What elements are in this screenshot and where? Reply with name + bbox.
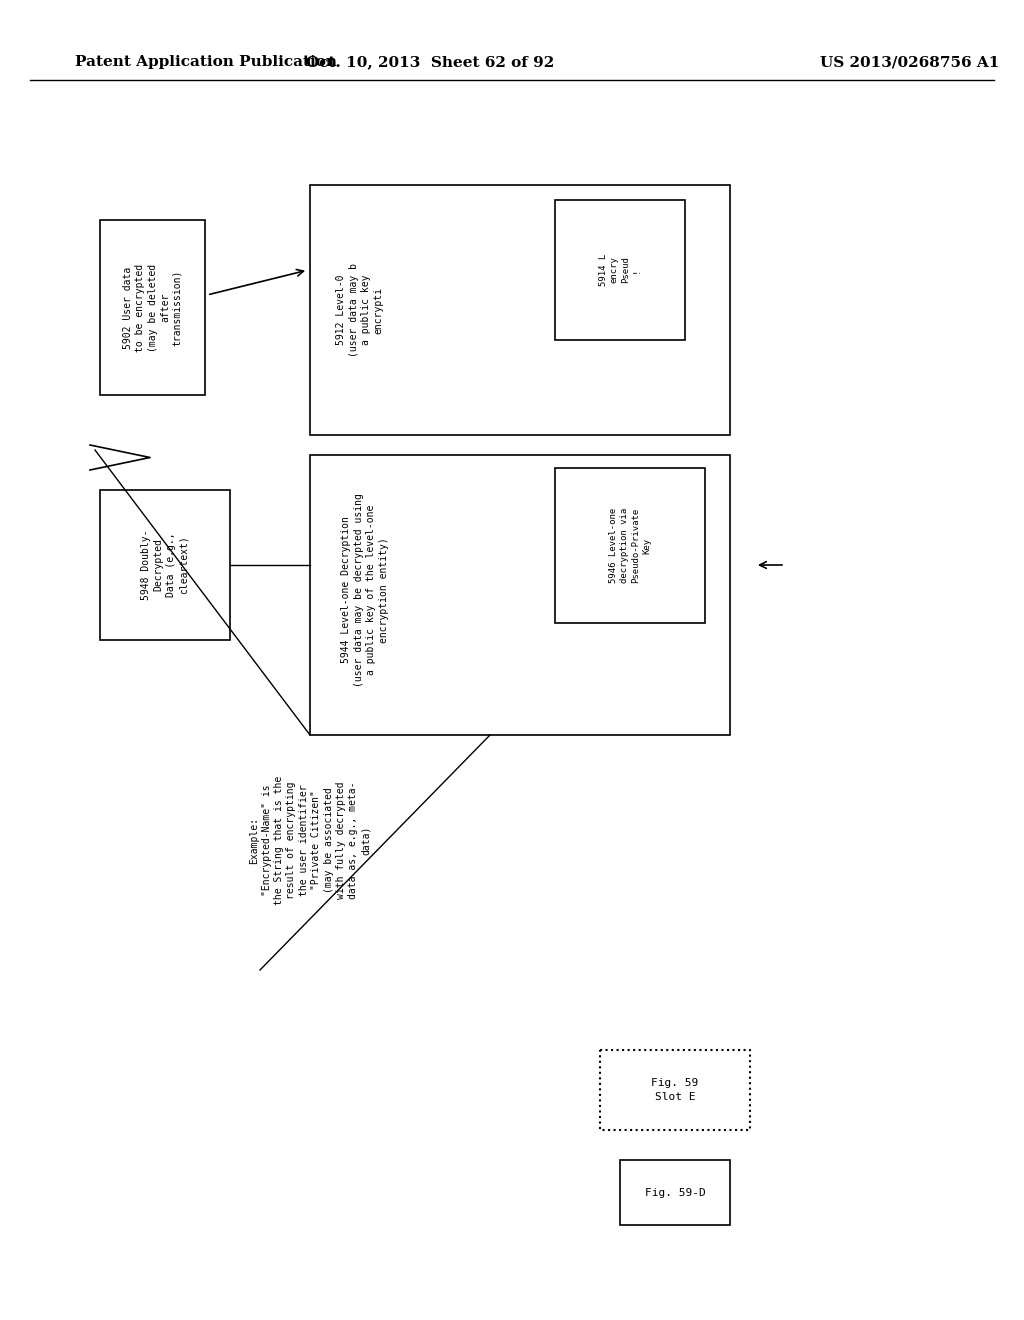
Text: 5912 Level-0
(user data may b
a public key
encrypti: 5912 Level-0 (user data may b a public k… [337, 263, 384, 356]
Text: Fig. 59
Slot E: Fig. 59 Slot E [651, 1078, 698, 1102]
Text: 5914 L
encry
Pseud
!: 5914 L encry Pseud ! [599, 253, 641, 286]
Bar [310, 185, 730, 436]
Bar [555, 469, 705, 623]
Text: Oct. 10, 2013  Sheet 62 of 92: Oct. 10, 2013 Sheet 62 of 92 [306, 55, 554, 69]
Text: 5902 User data
to be encrypted
(may be deleted
after
transmission): 5902 User data to be encrypted (may be d… [123, 264, 182, 351]
Bar [620, 1160, 730, 1225]
Text: 5948 Doubly-
Decrypted
Data (e.g.,
cleartext): 5948 Doubly- Decrypted Data (e.g., clear… [141, 529, 188, 601]
Text: Patent Application Publication: Patent Application Publication [75, 55, 337, 69]
Bar [100, 490, 230, 640]
Bar [600, 1049, 750, 1130]
Bar [100, 220, 205, 395]
Bar [555, 201, 685, 341]
Text: 5946 Level-one
decryption via
Pseudo-Private
Key: 5946 Level-one decryption via Pseudo-Pri… [609, 508, 651, 583]
Bar [310, 455, 730, 735]
Text: Fig. 59-D: Fig. 59-D [645, 1188, 706, 1197]
Text: Example:
"Encrypted-Name" is
the String that is the
result of encrypting
the use: Example: "Encrypted-Name" is the String … [249, 775, 371, 904]
Text: 5944 Level-one Decryption
(user data may be decrypted using
a public key of the : 5944 Level-one Decryption (user data may… [341, 494, 388, 686]
Text: US 2013/0268756 A1: US 2013/0268756 A1 [820, 55, 999, 69]
